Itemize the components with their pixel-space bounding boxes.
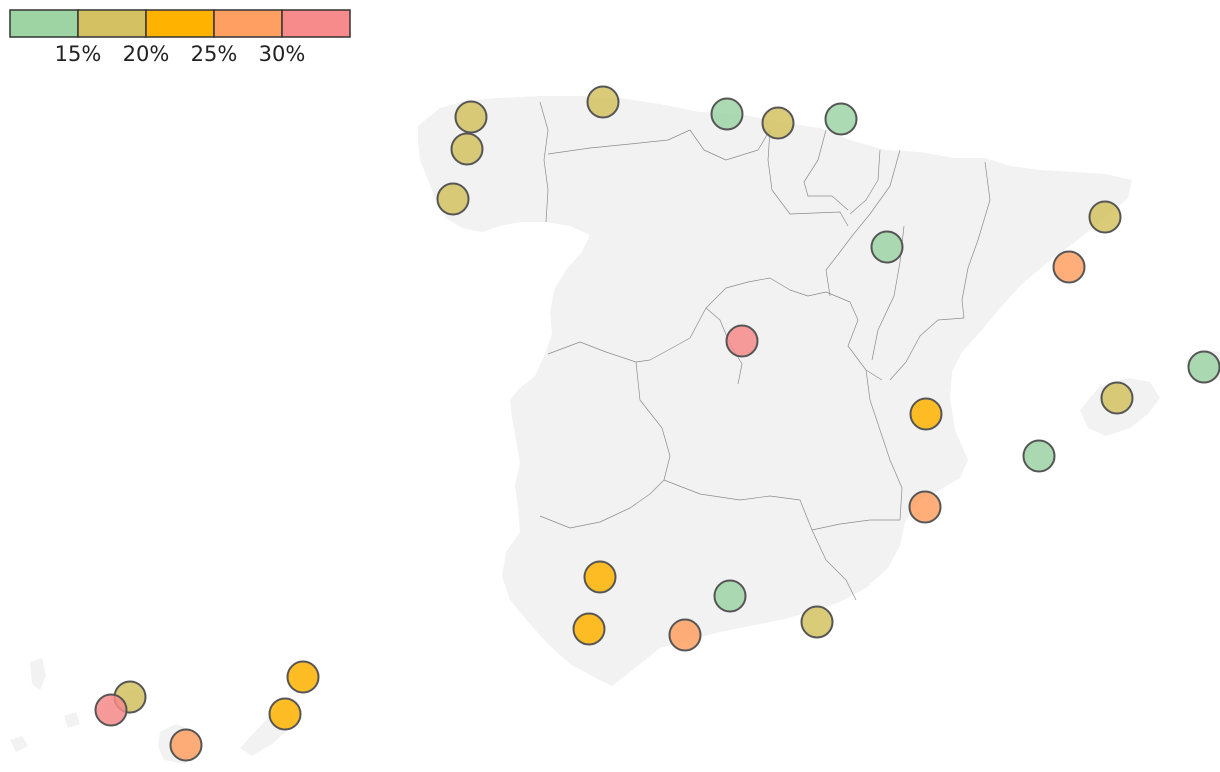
region-borders [539,101,991,601]
legend-swatch [77,9,147,38]
province-marker [94,693,128,727]
legend-swatch [145,9,215,38]
color-legend: 15% 20% 25% 30% [9,9,351,66]
legend-swatch [213,9,283,38]
province-marker [1088,200,1122,234]
province-marker [583,560,617,594]
marker-layer [94,85,1220,762]
province-marker [824,102,858,136]
province-marker [286,660,320,694]
province-marker [800,605,834,639]
province-marker [450,132,484,166]
legend-tick-label: 30% [259,42,306,66]
province-marker [268,697,302,731]
province-marker [870,230,904,264]
province-marker [1187,350,1220,384]
landmass-group [10,96,1220,764]
province-marker [1022,439,1056,473]
province-marker [572,612,606,646]
legend-tick-label: 20% [123,42,170,66]
legend-tick-label: 15% [55,42,102,66]
island-la-palma [30,658,46,690]
province-marker [586,85,620,119]
mainland-spain [418,96,1132,686]
province-marker [761,106,795,140]
province-marker [1100,381,1134,415]
province-marker [713,579,747,613]
province-marker [169,728,203,762]
legend-swatch [9,9,79,38]
province-marker [725,324,759,358]
province-marker [454,100,488,134]
province-marker [909,397,943,431]
province-marker [908,490,942,524]
legend-tick-label: 25% [191,42,238,66]
province-marker [710,97,744,131]
legend-swatch [281,9,351,38]
province-marker [436,182,470,216]
province-marker [1052,250,1086,284]
island-el-hierro [10,736,28,752]
island-la-gomera [64,712,80,728]
province-marker [668,618,702,652]
